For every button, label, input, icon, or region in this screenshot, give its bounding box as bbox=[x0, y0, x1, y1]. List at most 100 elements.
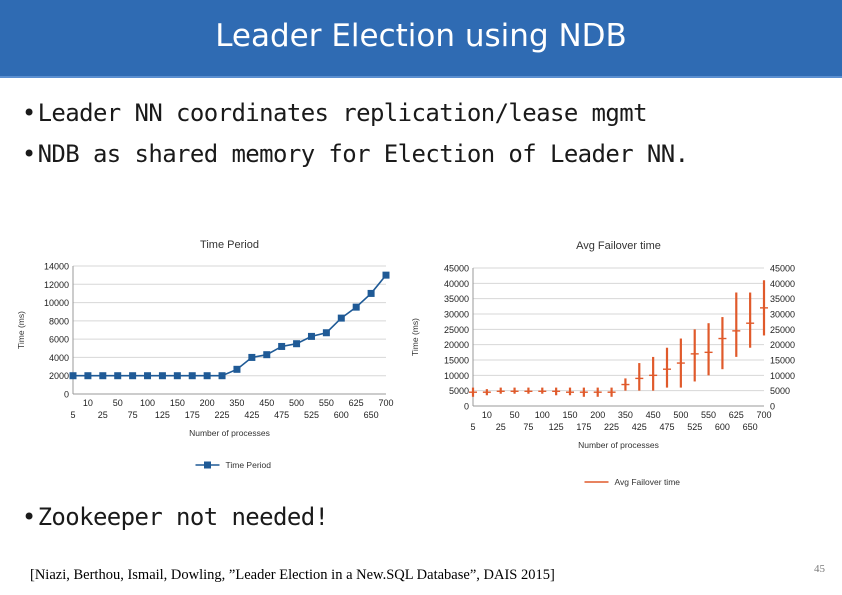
slide-header bbox=[0, 0, 842, 76]
x-tick-label: 25 bbox=[98, 410, 108, 420]
series-line bbox=[73, 274, 387, 377]
data-point bbox=[114, 372, 122, 380]
y-tick-label: 12000 bbox=[44, 280, 69, 290]
y-tick-label: 0 bbox=[64, 390, 69, 400]
y2-tick-label: 0 bbox=[770, 402, 775, 412]
x-tick-label: 350 bbox=[229, 398, 244, 408]
bullet-glyph: • bbox=[22, 503, 36, 531]
y-tick-label: 2000 bbox=[49, 371, 69, 381]
y-tick-label: 45000 bbox=[444, 264, 469, 274]
x-tick-label: 125 bbox=[549, 422, 564, 432]
avg-failover-chart: Avg Failover time05000100001500020000250… bbox=[410, 240, 795, 487]
x-tick-label: 650 bbox=[364, 410, 379, 420]
x-tick-label: 225 bbox=[604, 422, 619, 432]
x-tick-label: 200 bbox=[590, 410, 605, 420]
y2-tick-label: 15000 bbox=[770, 356, 795, 366]
x-tick-label: 625 bbox=[729, 410, 744, 420]
x-tick-label: 75 bbox=[523, 422, 533, 432]
bullet-text: NDB as shared memory for Election of Lea… bbox=[37, 140, 690, 168]
data-point bbox=[307, 332, 315, 340]
x-tick-label: 10 bbox=[83, 398, 93, 408]
chart-title: Avg Failover time bbox=[576, 240, 661, 252]
x-tick-label: 5 bbox=[70, 410, 75, 420]
data-point bbox=[367, 289, 375, 297]
x-tick-label: 225 bbox=[215, 410, 230, 420]
x-tick-label: 175 bbox=[576, 422, 591, 432]
x-tick-label: 550 bbox=[319, 398, 334, 408]
x-tick-label: 50 bbox=[510, 410, 520, 420]
x-tick-label: 550 bbox=[701, 410, 716, 420]
x-tick-label: 700 bbox=[378, 398, 393, 408]
data-point bbox=[352, 303, 360, 311]
data-point bbox=[203, 372, 211, 380]
data-point bbox=[218, 372, 226, 380]
x-tick-label: 700 bbox=[756, 410, 771, 420]
x-tick-label: 450 bbox=[259, 398, 274, 408]
data-point bbox=[99, 372, 107, 380]
bullet-glyph: • bbox=[22, 140, 36, 168]
x-tick-label: 50 bbox=[113, 398, 123, 408]
y-tick-label: 8000 bbox=[49, 316, 69, 326]
y-tick-label: 14000 bbox=[44, 262, 69, 272]
y2-tick-label: 10000 bbox=[770, 371, 795, 381]
data-point bbox=[293, 340, 301, 348]
x-tick-label: 450 bbox=[646, 410, 661, 420]
data-point bbox=[173, 372, 181, 380]
slide-number: 45 bbox=[814, 563, 825, 575]
legend-marker bbox=[204, 461, 211, 469]
bullet-item: •NDB as shared memory for Election of Le… bbox=[22, 140, 690, 168]
data-point bbox=[158, 372, 166, 380]
slide-title: Leader Election using NDB bbox=[215, 18, 627, 54]
x-tick-label: 475 bbox=[274, 410, 289, 420]
y-tick-label: 10000 bbox=[444, 371, 469, 381]
data-point bbox=[278, 342, 286, 350]
x-tick-label: 600 bbox=[715, 422, 730, 432]
y-tick-label: 5000 bbox=[449, 386, 469, 396]
x-tick-label: 600 bbox=[334, 410, 349, 420]
data-point bbox=[188, 372, 196, 380]
y2-tick-label: 5000 bbox=[770, 386, 790, 396]
legend-label: Avg Failover time bbox=[615, 477, 681, 487]
y2-tick-label: 20000 bbox=[770, 340, 795, 350]
x-tick-label: 425 bbox=[244, 410, 259, 420]
citation: [Niazi, Berthou, Ismail, Dowling, ”Leade… bbox=[30, 567, 555, 583]
x-tick-label: 425 bbox=[632, 422, 647, 432]
y-tick-label: 15000 bbox=[444, 356, 469, 366]
legend-label: Time Period bbox=[226, 460, 272, 470]
data-point bbox=[129, 372, 137, 380]
x-tick-label: 200 bbox=[200, 398, 215, 408]
data-point bbox=[382, 271, 390, 279]
data-point bbox=[248, 353, 256, 361]
x-tick-label: 25 bbox=[496, 422, 506, 432]
x-tick-label: 125 bbox=[155, 410, 170, 420]
y-tick-label: 30000 bbox=[444, 310, 469, 320]
data-point bbox=[69, 372, 77, 380]
y-tick-label: 40000 bbox=[444, 279, 469, 289]
y-axis-label: Time (ms) bbox=[16, 311, 26, 349]
x-tick-label: 500 bbox=[673, 410, 688, 420]
y-tick-label: 4000 bbox=[49, 353, 69, 363]
bullet-glyph: • bbox=[22, 99, 36, 127]
y2-tick-label: 40000 bbox=[770, 279, 795, 289]
y2-tick-label: 35000 bbox=[770, 294, 795, 304]
y2-tick-label: 45000 bbox=[770, 264, 795, 274]
y-tick-label: 10000 bbox=[44, 298, 69, 308]
x-tick-label: 75 bbox=[128, 410, 138, 420]
header-divider bbox=[0, 76, 842, 78]
x-tick-label: 100 bbox=[535, 410, 550, 420]
x-tick-label: 175 bbox=[185, 410, 200, 420]
x-tick-label: 475 bbox=[659, 422, 674, 432]
y-tick-label: 20000 bbox=[444, 340, 469, 350]
data-point bbox=[337, 314, 345, 322]
x-tick-label: 10 bbox=[482, 410, 492, 420]
y2-tick-label: 30000 bbox=[770, 310, 795, 320]
data-point bbox=[322, 329, 330, 337]
bullet-item: •Zookeeper not needed! bbox=[22, 503, 329, 531]
x-axis-label: Number of processes bbox=[189, 428, 270, 438]
bullet-item: •Leader NN coordinates replication/lease… bbox=[22, 99, 648, 127]
x-tick-label: 350 bbox=[618, 410, 633, 420]
x-tick-label: 100 bbox=[140, 398, 155, 408]
data-point bbox=[233, 365, 241, 373]
y-axis-label: Time (ms) bbox=[410, 318, 420, 356]
data-point bbox=[263, 351, 271, 359]
